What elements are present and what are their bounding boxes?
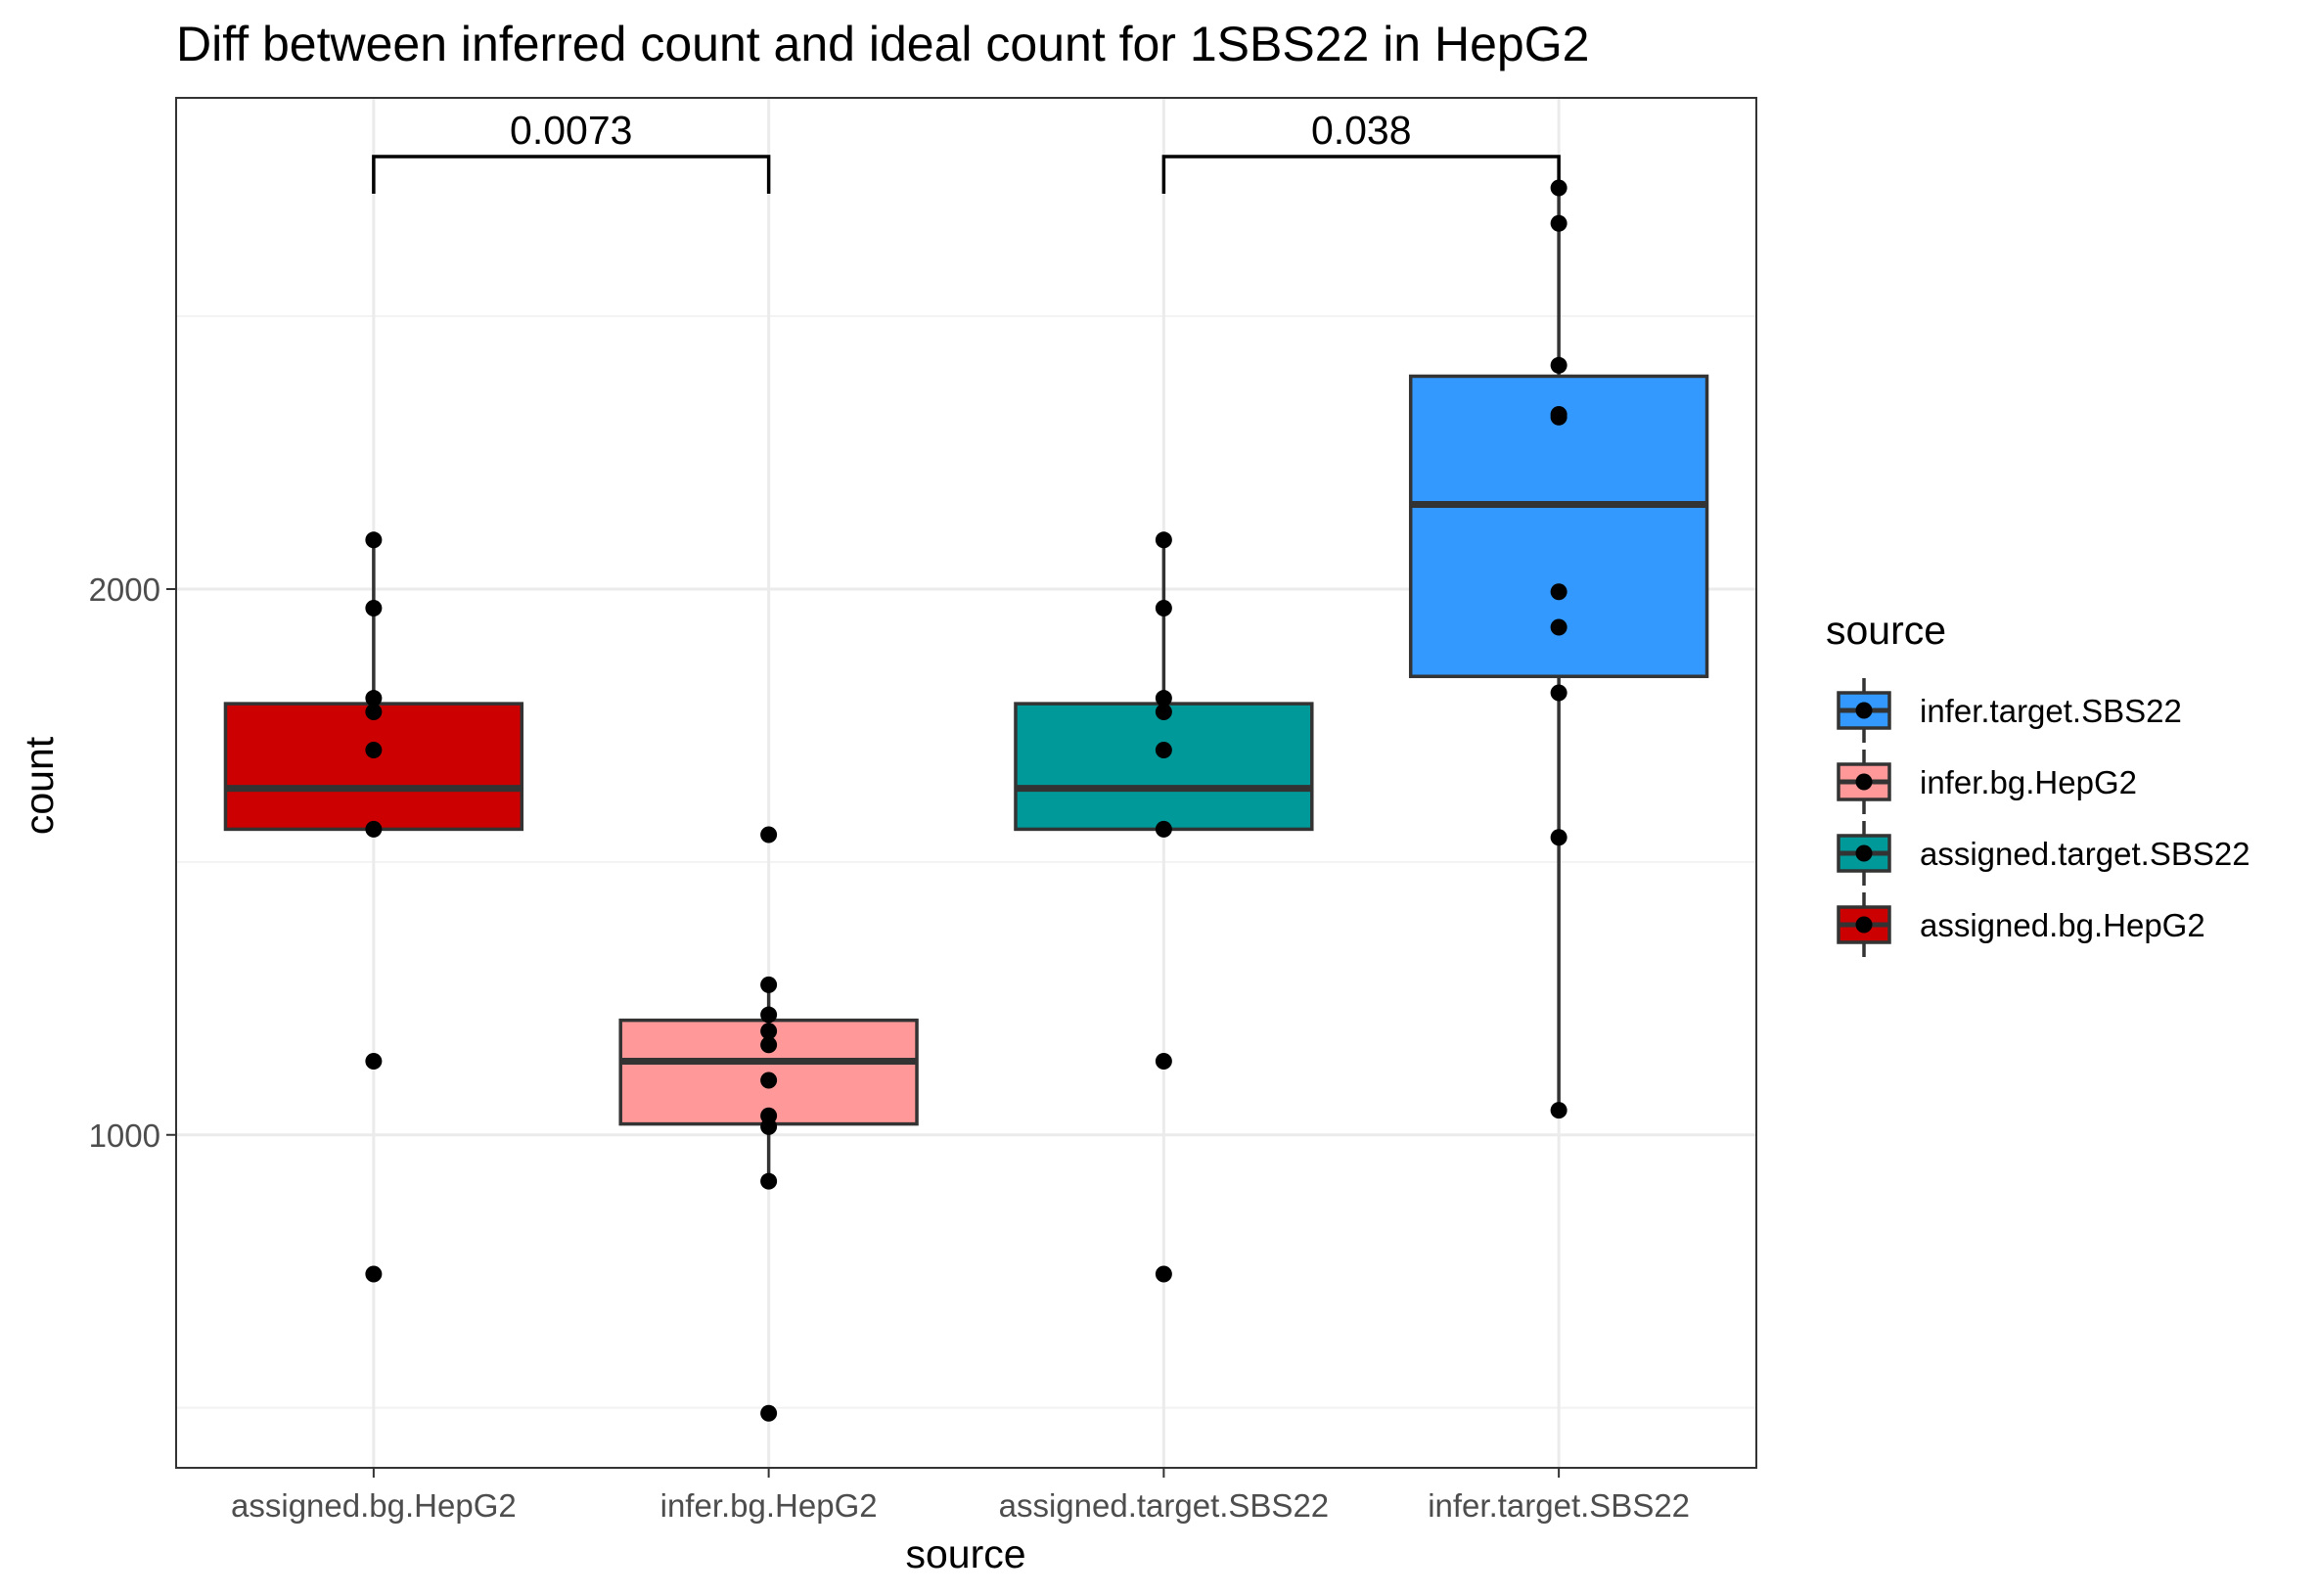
box xyxy=(223,702,524,832)
data-point xyxy=(760,1072,778,1089)
box-group-assigned.target.SBS22 xyxy=(1014,531,1314,1283)
data-point xyxy=(365,703,383,720)
legend-entry: assigned.target.SBS22 xyxy=(1837,821,2250,886)
data-point xyxy=(1155,1052,1172,1070)
data-point xyxy=(365,600,383,617)
legend-key-point xyxy=(1855,916,1873,934)
data-point xyxy=(1550,618,1567,636)
significance-bracket: 0.0073 xyxy=(372,108,771,194)
data-point xyxy=(1550,356,1567,374)
box-group-assigned.bg.HepG2 xyxy=(223,531,524,1283)
data-point xyxy=(365,1052,383,1070)
data-point xyxy=(1155,690,1172,707)
data-point xyxy=(1550,583,1567,601)
legend-entry: infer.bg.HepG2 xyxy=(1837,750,2137,814)
data-point xyxy=(365,531,383,549)
data-point xyxy=(365,742,383,759)
data-point xyxy=(1155,703,1172,720)
data-point xyxy=(365,690,383,707)
bracket-line xyxy=(1161,155,1561,194)
bracket-line xyxy=(372,155,771,194)
data-point xyxy=(365,820,383,838)
y-tick-label: 1000 xyxy=(89,1117,160,1154)
data-point xyxy=(1155,1265,1172,1283)
legend-label: infer.target.SBS22 xyxy=(1920,693,2182,729)
y-axis-title: count xyxy=(17,736,62,835)
x-axis-title: source xyxy=(905,1531,1025,1576)
data-point xyxy=(760,1117,778,1135)
box-group-infer.target.SBS22 xyxy=(1408,179,1709,1119)
legend-label: assigned.target.SBS22 xyxy=(1920,836,2250,872)
legend-title: source xyxy=(1826,608,1946,653)
panel-border xyxy=(175,97,1757,1469)
legend-key-point xyxy=(1855,702,1873,719)
data-point xyxy=(760,1036,778,1054)
data-point xyxy=(760,976,778,993)
data-point xyxy=(1550,829,1567,846)
data-point xyxy=(365,1265,383,1283)
data-point xyxy=(760,826,778,844)
data-point xyxy=(1550,408,1567,426)
data-point xyxy=(1550,1102,1567,1119)
data-point xyxy=(760,1404,778,1422)
legend-entry: assigned.bg.HepG2 xyxy=(1837,892,2205,957)
legend-label: infer.bg.HepG2 xyxy=(1920,764,2137,800)
data-point xyxy=(1155,600,1172,617)
x-tick-label: assigned.target.SBS22 xyxy=(999,1487,1330,1524)
x-tick-label: assigned.bg.HepG2 xyxy=(231,1487,517,1524)
x-tick-label: infer.target.SBS22 xyxy=(1428,1487,1690,1524)
box xyxy=(1014,702,1314,832)
data-point xyxy=(1155,820,1172,838)
legend-label: assigned.bg.HepG2 xyxy=(1920,907,2205,943)
chart-title: Diff between inferred count and ideal co… xyxy=(176,17,1589,71)
data-point xyxy=(760,1023,778,1040)
data-point xyxy=(1550,684,1567,702)
p-value-label: 0.0073 xyxy=(510,108,632,153)
data-point xyxy=(1155,531,1172,549)
p-value-label: 0.038 xyxy=(1311,108,1412,153)
significance-bracket: 0.038 xyxy=(1161,108,1561,194)
x-tick-label: infer.bg.HepG2 xyxy=(660,1487,878,1524)
legend-key-point xyxy=(1855,844,1873,862)
legend-key-point xyxy=(1855,773,1873,791)
data-point xyxy=(1155,742,1172,759)
y-tick-label: 2000 xyxy=(89,571,160,608)
box-group-infer.bg.HepG2 xyxy=(618,826,919,1422)
data-point xyxy=(1550,214,1567,232)
data-point xyxy=(760,1006,778,1024)
legend-entry: infer.target.SBS22 xyxy=(1837,678,2182,743)
plot-panel: 0.0073 0.038 1000 2000 assigned.bg.HepG2 infe… xyxy=(89,97,1757,1524)
data-point xyxy=(760,1172,778,1190)
legend: source infer.target.SBS22 infer.bg.HepG2 a… xyxy=(1826,608,2250,957)
